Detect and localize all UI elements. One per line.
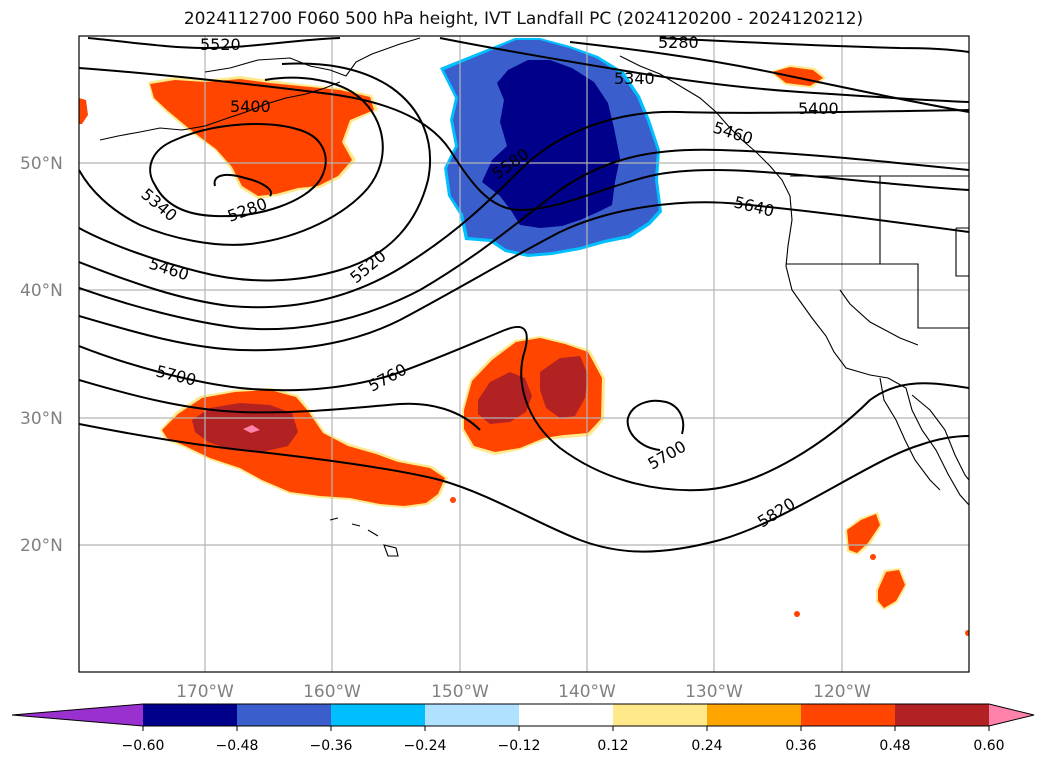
ivt-positive-region bbox=[870, 554, 876, 560]
contour-line bbox=[79, 148, 969, 331]
contour-line bbox=[87, 37, 341, 50]
colorbar-tick-label: 0.12 bbox=[597, 738, 628, 754]
colorbar-segment bbox=[143, 704, 238, 726]
contour-label: 5340 bbox=[614, 69, 655, 88]
alaska-panhandle bbox=[619, 55, 791, 197]
baja-california bbox=[879, 377, 941, 491]
height-contours bbox=[79, 37, 969, 553]
ivt-positive-region bbox=[540, 356, 588, 418]
contour-line bbox=[79, 62, 432, 282]
lon-label-160w: 160°W bbox=[303, 682, 361, 702]
mexico-mainland-coast bbox=[911, 394, 969, 481]
colorbar-tick-label: 0.24 bbox=[691, 738, 722, 754]
ivt-positive-region bbox=[847, 514, 880, 553]
colorbar-tick-label: 0.48 bbox=[879, 738, 910, 754]
map-panel: 5520 5280 5340 5280 5400 5340 5460 5520 … bbox=[79, 33, 969, 672]
colorbar-segment bbox=[519, 704, 614, 726]
colorbar-segment bbox=[895, 704, 990, 726]
contour-label: 5520 bbox=[200, 35, 241, 54]
west-coast-usa bbox=[785, 195, 969, 506]
contour-line bbox=[79, 423, 969, 553]
contour-label: 5400 bbox=[798, 99, 839, 118]
state-border bbox=[955, 227, 969, 277]
lon-label-150w: 150°W bbox=[431, 682, 489, 702]
hawaii-islands bbox=[329, 517, 399, 557]
lon-label-130w: 130°W bbox=[685, 682, 743, 702]
colorbar-segment bbox=[237, 704, 332, 726]
colorbar-tick-label: 0.36 bbox=[785, 738, 816, 754]
ivt-positive-region bbox=[79, 98, 88, 124]
contour-line bbox=[79, 76, 384, 246]
ivt-positive-region bbox=[965, 630, 969, 636]
ivt-positive-region bbox=[192, 403, 298, 452]
contour-label: 5400 bbox=[230, 97, 271, 116]
contour-line bbox=[213, 173, 273, 197]
contour-line bbox=[439, 37, 969, 103]
colorbar-ticks: −0.60 −0.48 −0.36 −0.24 −0.12 0.12 0.24 0.36 0.4… bbox=[122, 726, 1005, 754]
colorbar-segment bbox=[707, 704, 802, 726]
colorbar bbox=[11, 703, 1035, 727]
state-border bbox=[839, 289, 919, 346]
contour-line bbox=[626, 399, 685, 451]
colorbar-tick-label: −0.12 bbox=[498, 738, 541, 754]
lat-label-40n: 40°N bbox=[20, 281, 63, 301]
colorbar-tick-label: 0.60 bbox=[973, 738, 1004, 754]
map-frame bbox=[78, 35, 970, 673]
ivt-positive-region bbox=[450, 497, 456, 503]
colorbar-segment bbox=[613, 704, 708, 726]
contour-line bbox=[149, 123, 327, 218]
colorbar-extend-max bbox=[989, 704, 1034, 726]
colorbar-tick-label: −0.48 bbox=[216, 738, 259, 754]
contour-line bbox=[79, 325, 969, 492]
lon-label-120w: 120°W bbox=[813, 682, 871, 702]
lon-label-140w: 140°W bbox=[558, 682, 616, 702]
lat-label-30n: 30°N bbox=[20, 409, 63, 429]
contour-line bbox=[79, 379, 481, 431]
colorbar-tick-label: −0.24 bbox=[404, 738, 447, 754]
colorbar-segment bbox=[425, 704, 520, 726]
ivt-positive-region bbox=[150, 79, 374, 196]
ivt-positive-region bbox=[878, 570, 905, 608]
aleutian-islands bbox=[99, 81, 341, 141]
map-gridlines bbox=[79, 36, 969, 672]
latitude-labels: 50°N 40°N 30°N 20°N bbox=[20, 154, 63, 556]
ivt-positive-region bbox=[478, 372, 532, 424]
contour-line bbox=[569, 41, 969, 113]
lon-label-170w: 170°W bbox=[176, 682, 234, 702]
longitude-labels: 170°W 160°W 150°W 140°W 130°W 120°W bbox=[176, 682, 871, 702]
ivt-positive-region bbox=[243, 425, 260, 433]
contour-line bbox=[659, 37, 969, 53]
ivt-negative-region bbox=[482, 60, 620, 228]
ivt-positive-region bbox=[794, 611, 800, 617]
contour-line bbox=[79, 109, 969, 309]
contour-line bbox=[79, 201, 969, 352]
coastlines bbox=[99, 37, 969, 557]
lat-label-50n: 50°N bbox=[20, 154, 63, 174]
contour-line bbox=[79, 67, 969, 212]
map-title: 2024112700 F060 500 hPa height, IVT Land… bbox=[183, 9, 864, 29]
state-border bbox=[880, 263, 969, 329]
colorbar-tick-label: −0.60 bbox=[122, 738, 165, 754]
colorbar-extend-min bbox=[12, 704, 143, 726]
contour-label: 5280 bbox=[658, 33, 699, 52]
colorbar-segment bbox=[801, 704, 896, 726]
colorbar-tick-label: −0.36 bbox=[310, 738, 353, 754]
alaska-coast bbox=[204, 37, 421, 77]
colorbar-segment bbox=[331, 704, 426, 726]
lat-label-20n: 20°N bbox=[20, 536, 63, 556]
